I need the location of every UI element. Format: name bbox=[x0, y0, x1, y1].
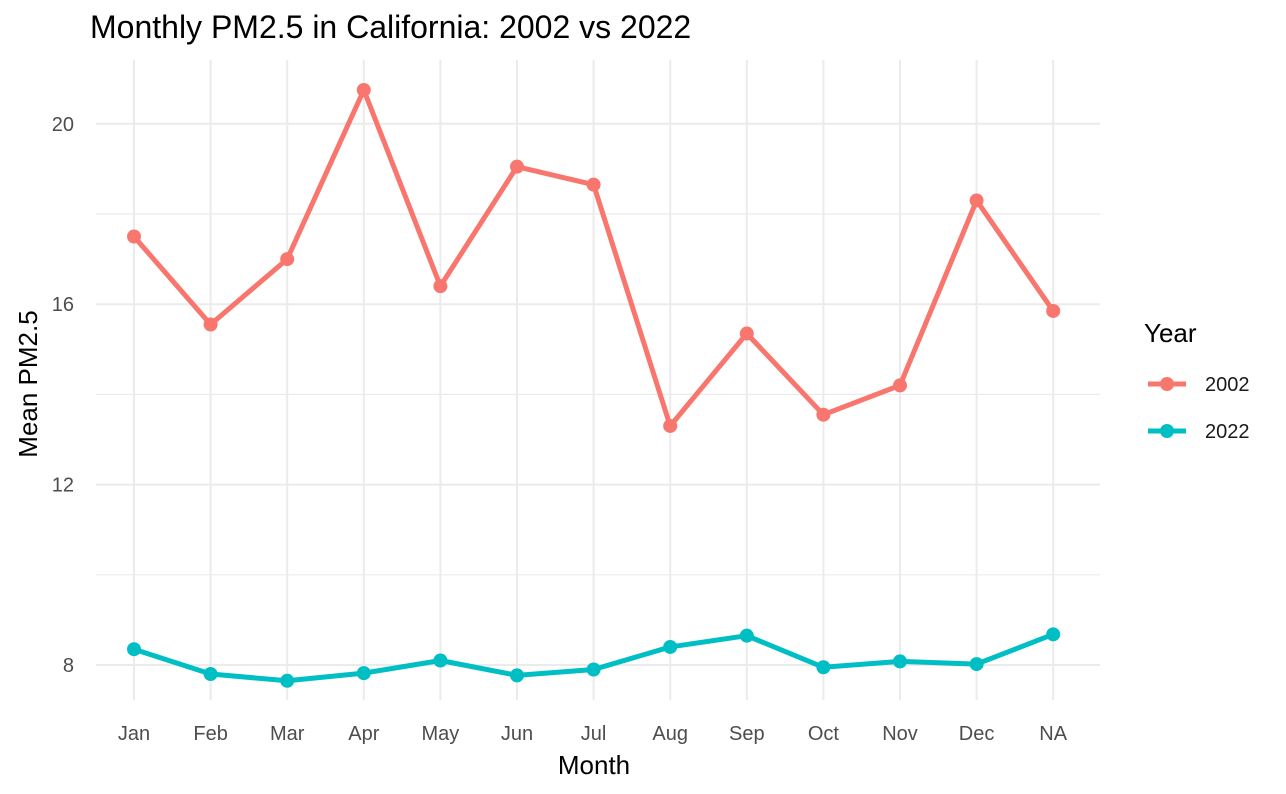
data-point bbox=[663, 418, 678, 433]
data-point bbox=[356, 666, 371, 681]
x-tick-label: NA bbox=[1039, 723, 1067, 745]
legend-title: Year bbox=[1144, 318, 1197, 348]
x-tick-label: Apr bbox=[348, 723, 379, 745]
x-tick-label: Dec bbox=[959, 723, 995, 745]
data-point bbox=[203, 317, 218, 332]
data-point bbox=[433, 653, 448, 668]
x-tick-label: Jul bbox=[581, 723, 607, 745]
legend-item-2002: 2002 bbox=[1148, 374, 1250, 396]
legend-key-point bbox=[1160, 424, 1174, 438]
legend-label: 2002 bbox=[1205, 374, 1250, 396]
data-point bbox=[663, 639, 678, 654]
y-axis-title: Mean PM2.5 bbox=[13, 310, 43, 457]
legend: Year 2002 2022 bbox=[1144, 318, 1250, 443]
data-point bbox=[969, 657, 984, 672]
data-point bbox=[893, 378, 907, 393]
data-point bbox=[739, 628, 754, 643]
grid bbox=[96, 60, 1100, 700]
x-axis-title: Month bbox=[558, 750, 630, 780]
series-2022 bbox=[127, 627, 1061, 688]
data-point bbox=[280, 673, 295, 688]
series-2002 bbox=[127, 82, 1061, 433]
y-tick-label: 16 bbox=[52, 294, 74, 316]
legend-label: 2022 bbox=[1205, 421, 1250, 443]
data-point bbox=[739, 326, 754, 341]
legend-key-point bbox=[1160, 377, 1174, 391]
x-tick-label: Oct bbox=[808, 723, 840, 745]
data-point bbox=[356, 82, 371, 97]
x-tick-label: Sep bbox=[729, 723, 765, 745]
data-point bbox=[1046, 627, 1061, 642]
data-point bbox=[127, 229, 141, 244]
data-point bbox=[586, 662, 601, 677]
chart-title: Monthly PM2.5 in California: 2002 vs 202… bbox=[90, 9, 691, 45]
x-tick-label: May bbox=[422, 723, 460, 745]
data-point bbox=[1046, 303, 1061, 318]
legend-item-2022: 2022 bbox=[1148, 421, 1250, 443]
data-point bbox=[280, 252, 295, 267]
data-point bbox=[510, 668, 524, 683]
series-layer bbox=[127, 82, 1061, 688]
y-tick-label: 8 bbox=[63, 655, 74, 677]
y-tick-label: 20 bbox=[52, 114, 74, 136]
x-tick-label: Jun bbox=[501, 723, 533, 745]
y-axis-ticks: 8 12 16 20 bbox=[52, 114, 74, 677]
data-point bbox=[893, 654, 907, 669]
x-tick-label: Feb bbox=[193, 723, 227, 745]
data-point bbox=[969, 193, 984, 208]
data-point bbox=[510, 159, 524, 174]
data-point bbox=[433, 279, 448, 294]
x-tick-label: Mar bbox=[270, 723, 305, 745]
data-point bbox=[816, 660, 831, 675]
data-point bbox=[127, 642, 141, 657]
data-point bbox=[816, 407, 831, 422]
x-tick-label: Jan bbox=[118, 723, 150, 745]
data-point bbox=[203, 667, 218, 682]
x-axis-ticks: Jan Feb Mar Apr May Jun Jul Aug Sep Oct Nov Dec NA bbox=[118, 723, 1068, 745]
x-tick-label: Nov bbox=[882, 723, 918, 745]
x-tick-label: Aug bbox=[652, 723, 688, 745]
data-point bbox=[586, 177, 601, 192]
y-tick-label: 12 bbox=[52, 475, 74, 497]
